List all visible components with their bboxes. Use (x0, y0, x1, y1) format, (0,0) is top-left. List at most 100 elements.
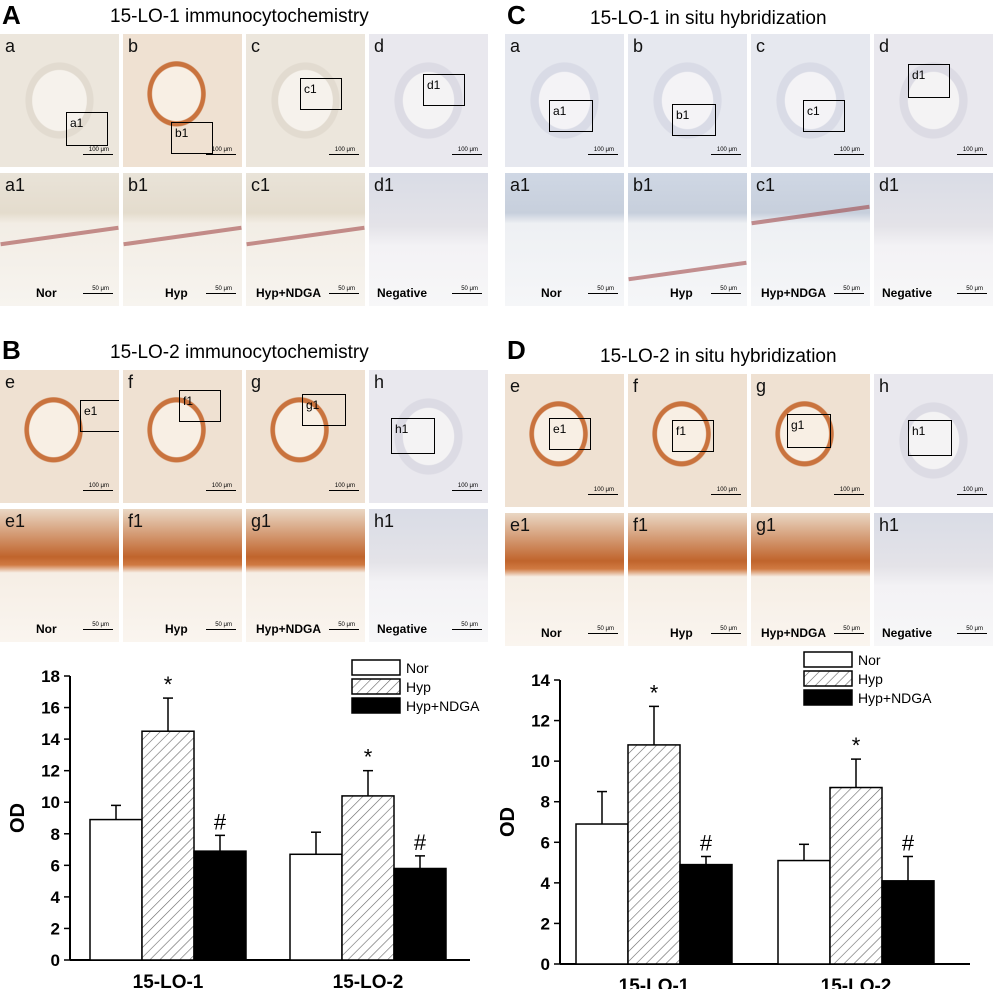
scale-bar (452, 154, 482, 155)
scale-bar (834, 633, 864, 634)
legend-swatch (351, 659, 401, 676)
inset-box: c1 (300, 78, 342, 110)
scale-bar (711, 494, 741, 495)
micrograph-tile: c c1 100 μm (246, 34, 365, 167)
micrograph-tile: f f1 100 μm (628, 374, 747, 507)
bar (89, 818, 143, 961)
scale-bar (206, 490, 236, 491)
tile-label: g1 (756, 515, 777, 535)
tile-label: f (633, 376, 639, 396)
scale-label: 50 μm (215, 286, 232, 292)
tile-label: f1 (128, 511, 144, 531)
scale-label: 100 μm (962, 147, 983, 153)
inset-box: f1 (672, 420, 714, 452)
micrograph-tile: g1 Hyp+NDGA 50 μm (246, 509, 365, 642)
scale-label: 50 μm (461, 286, 478, 292)
scale-bar (206, 154, 236, 155)
y-tick-label: 12 (41, 762, 60, 781)
scale-label: 100 μm (457, 147, 478, 153)
scale-label: 100 μm (334, 147, 355, 153)
micrograph-tile: a a1 100 μm (0, 34, 119, 167)
bar (777, 859, 831, 965)
condition-label: Negative (377, 622, 428, 636)
scale-bar (588, 293, 618, 294)
inset-label: f1 (183, 394, 194, 408)
legend-swatch (351, 678, 401, 695)
micrograph-tile: b1 Hyp 50 μm (628, 173, 747, 306)
scale-bar (834, 494, 864, 495)
tile-label: c (251, 36, 260, 56)
bar (881, 880, 935, 965)
scale-label: 50 μm (720, 286, 737, 292)
tile-label: b (128, 36, 139, 56)
tile-label: g (756, 376, 767, 396)
y-axis-label: OD (500, 807, 519, 837)
scale-label: 100 μm (962, 487, 983, 493)
inset-box: h1 (391, 418, 435, 454)
panel-title: 15-LO-2 in situ hybridization (600, 346, 837, 367)
inset-box: f1 (179, 390, 221, 422)
micrograph-tile: e e1 100 μm (505, 374, 624, 507)
scale-label: 100 μm (88, 147, 109, 153)
micrograph-tile: g1 Hyp+NDGA 50 μm (751, 513, 870, 646)
micrograph-tile: g g1 100 μm (751, 374, 870, 507)
tile-label: e (5, 372, 16, 392)
scale-bar (452, 490, 482, 491)
scale-label: 100 μm (88, 483, 109, 489)
inset-label: h1 (912, 424, 926, 438)
scale-label: 100 μm (593, 487, 614, 493)
inset-box: d1 (423, 74, 465, 106)
inset-label: d1 (427, 78, 441, 92)
micrograph-tile: f f1 100 μm (123, 370, 242, 503)
condition-label: Negative (882, 286, 933, 300)
micrograph-tile: e1 Nor 50 μm (0, 509, 119, 642)
y-tick-label: 12 (531, 712, 550, 731)
tile-label: b (633, 36, 644, 56)
y-tick-label: 10 (41, 793, 60, 812)
significance-mark: * (852, 733, 861, 758)
tile-label: d (879, 36, 890, 56)
y-tick-label: 14 (41, 730, 60, 749)
panel-letter: D (507, 335, 526, 365)
tile-label: c (756, 36, 765, 56)
inset-label: b1 (676, 108, 690, 122)
inset-box: b1 (672, 104, 716, 136)
scale-label: 50 μm (92, 622, 109, 628)
scale-bar (329, 293, 359, 294)
tile-label: h1 (374, 511, 395, 531)
micrograph-tile: a a1 100 μm (505, 34, 624, 167)
tile-label: d (374, 36, 385, 56)
y-tick-label: 6 (541, 833, 550, 852)
significance-mark: * (164, 672, 173, 697)
significance-mark: * (364, 745, 373, 770)
micrograph-tile: c c1 100 μm (751, 34, 870, 167)
tile-label: e (510, 376, 521, 396)
inset-box: a1 (66, 112, 108, 146)
panel-title: 15-LO-1 in situ hybridization (590, 8, 827, 29)
tile-label: a1 (5, 175, 26, 195)
tile-label: h (879, 376, 890, 396)
tile-label: b1 (633, 175, 654, 195)
legend-swatch (803, 689, 853, 706)
scale-bar (329, 490, 359, 491)
inset-box: e1 (549, 418, 591, 450)
y-tick-label: 16 (41, 699, 60, 718)
tile-label: f1 (633, 515, 649, 535)
scale-label: 100 μm (211, 147, 232, 153)
bar-chart-left: 0 2 4 6 8 10 12 14 16 18 OD * #15-LO-1 * #15-LO-2 Nor Hy… (7, 659, 480, 989)
inset-label: f1 (676, 424, 687, 438)
y-tick-label: 10 (531, 752, 550, 771)
tile-label: h1 (879, 515, 900, 535)
micrograph-tile: h h1 100 μm (369, 370, 488, 503)
scale-label: 50 μm (338, 622, 355, 628)
y-tick-label: 2 (541, 914, 550, 933)
y-axis-label: OD (7, 803, 29, 833)
condition-label: Nor (36, 286, 57, 300)
micrograph-tile: e e1 100 μm (0, 370, 119, 503)
legend-swatch (803, 670, 853, 687)
scale-label: 50 μm (843, 286, 860, 292)
scale-bar (588, 633, 618, 634)
micrograph-tile: g g1 100 μm (246, 370, 365, 503)
micrograph-tile: b b1 100 μm (123, 34, 242, 167)
micrograph-tile: c1 Hyp+NDGA 50 μm (751, 173, 870, 306)
